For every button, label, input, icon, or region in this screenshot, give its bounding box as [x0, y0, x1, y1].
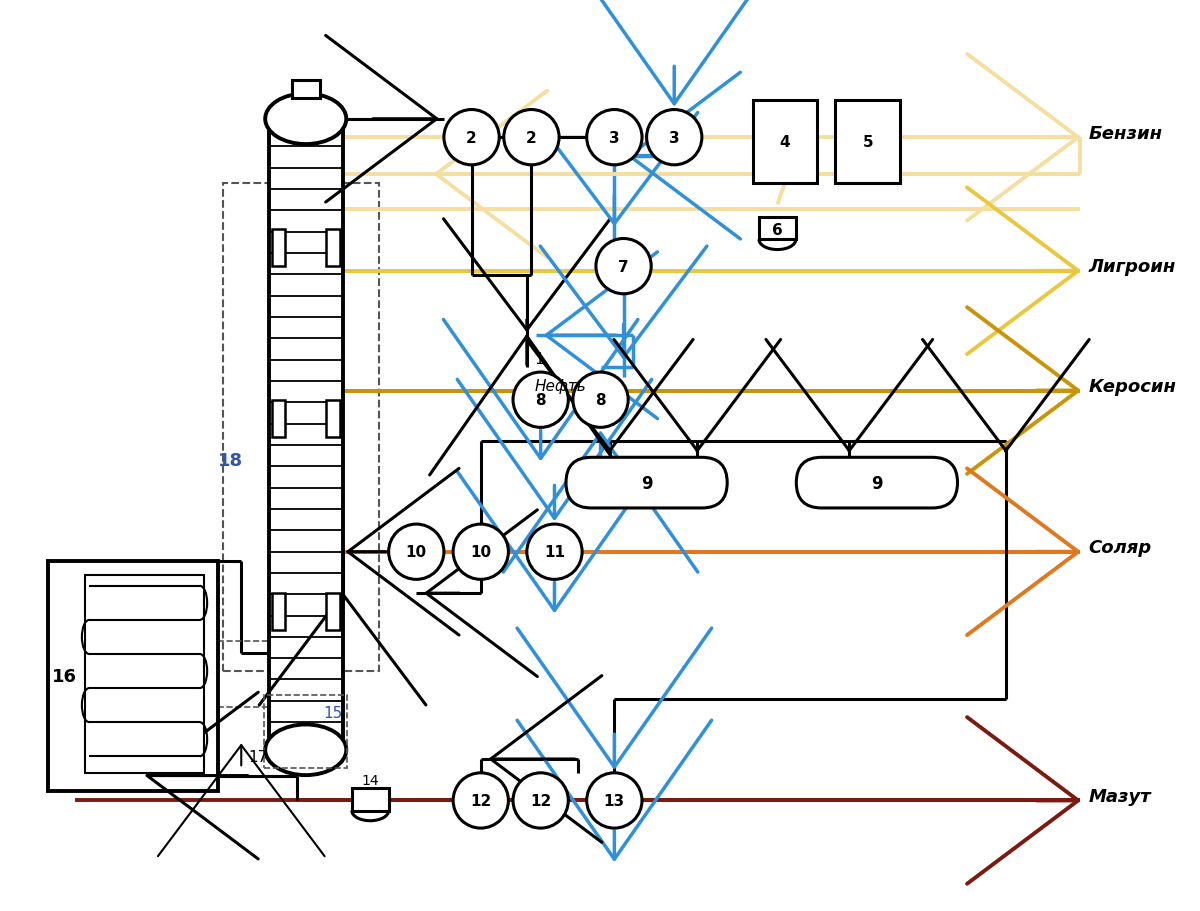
Text: 3: 3 — [668, 130, 679, 146]
Circle shape — [454, 773, 509, 828]
Bar — [264, 695, 347, 768]
Circle shape — [527, 525, 582, 579]
Circle shape — [454, 525, 509, 579]
Circle shape — [514, 773, 569, 828]
Text: Мазут: Мазут — [1088, 787, 1152, 805]
Text: Соляр: Соляр — [1088, 538, 1152, 557]
Circle shape — [389, 525, 444, 579]
Bar — [758, 218, 796, 241]
Text: 9: 9 — [641, 474, 653, 492]
FancyBboxPatch shape — [797, 458, 958, 508]
Text: 14: 14 — [361, 773, 379, 787]
Text: 8: 8 — [595, 393, 606, 408]
Bar — [352, 789, 389, 811]
FancyBboxPatch shape — [566, 458, 727, 508]
Circle shape — [514, 373, 569, 428]
Text: 5: 5 — [863, 135, 874, 150]
Text: 2: 2 — [466, 130, 476, 146]
Text: 15: 15 — [324, 706, 343, 721]
Bar — [292, 81, 319, 99]
Bar — [85, 575, 204, 773]
Text: 1: 1 — [534, 352, 544, 366]
Bar — [271, 400, 286, 437]
Text: 4: 4 — [780, 135, 790, 150]
Text: 18: 18 — [217, 451, 242, 469]
Text: Керосин: Керосин — [1088, 377, 1177, 395]
Text: 10: 10 — [406, 545, 427, 559]
Ellipse shape — [265, 95, 347, 145]
Text: 2: 2 — [526, 130, 536, 146]
Text: 3: 3 — [610, 130, 619, 146]
Bar — [326, 594, 340, 630]
Circle shape — [587, 110, 642, 166]
Ellipse shape — [265, 724, 347, 775]
Bar — [326, 400, 340, 437]
Bar — [326, 230, 340, 267]
Text: 7: 7 — [618, 260, 629, 274]
Text: Лигроин: Лигроин — [1088, 258, 1176, 276]
Bar — [752, 101, 817, 184]
Circle shape — [572, 373, 628, 428]
Circle shape — [596, 240, 652, 294]
Bar — [48, 561, 218, 792]
Bar — [223, 184, 379, 671]
Text: 8: 8 — [535, 393, 546, 408]
Bar — [269, 119, 342, 750]
Text: 17: 17 — [248, 749, 268, 764]
Bar — [835, 101, 900, 184]
Bar — [271, 594, 286, 630]
Text: 9: 9 — [871, 474, 883, 492]
Circle shape — [647, 110, 702, 166]
Bar — [271, 230, 286, 267]
Text: 13: 13 — [604, 793, 625, 808]
Text: 11: 11 — [544, 545, 565, 559]
Circle shape — [504, 110, 559, 166]
Text: 12: 12 — [530, 793, 551, 808]
Circle shape — [587, 773, 642, 828]
Text: Нефть: Нефть — [534, 379, 586, 394]
Text: 10: 10 — [470, 545, 491, 559]
Text: 12: 12 — [470, 793, 492, 808]
Circle shape — [444, 110, 499, 166]
Text: Бензин: Бензин — [1088, 125, 1163, 142]
Text: 6: 6 — [772, 222, 782, 238]
Text: 16: 16 — [52, 668, 77, 685]
